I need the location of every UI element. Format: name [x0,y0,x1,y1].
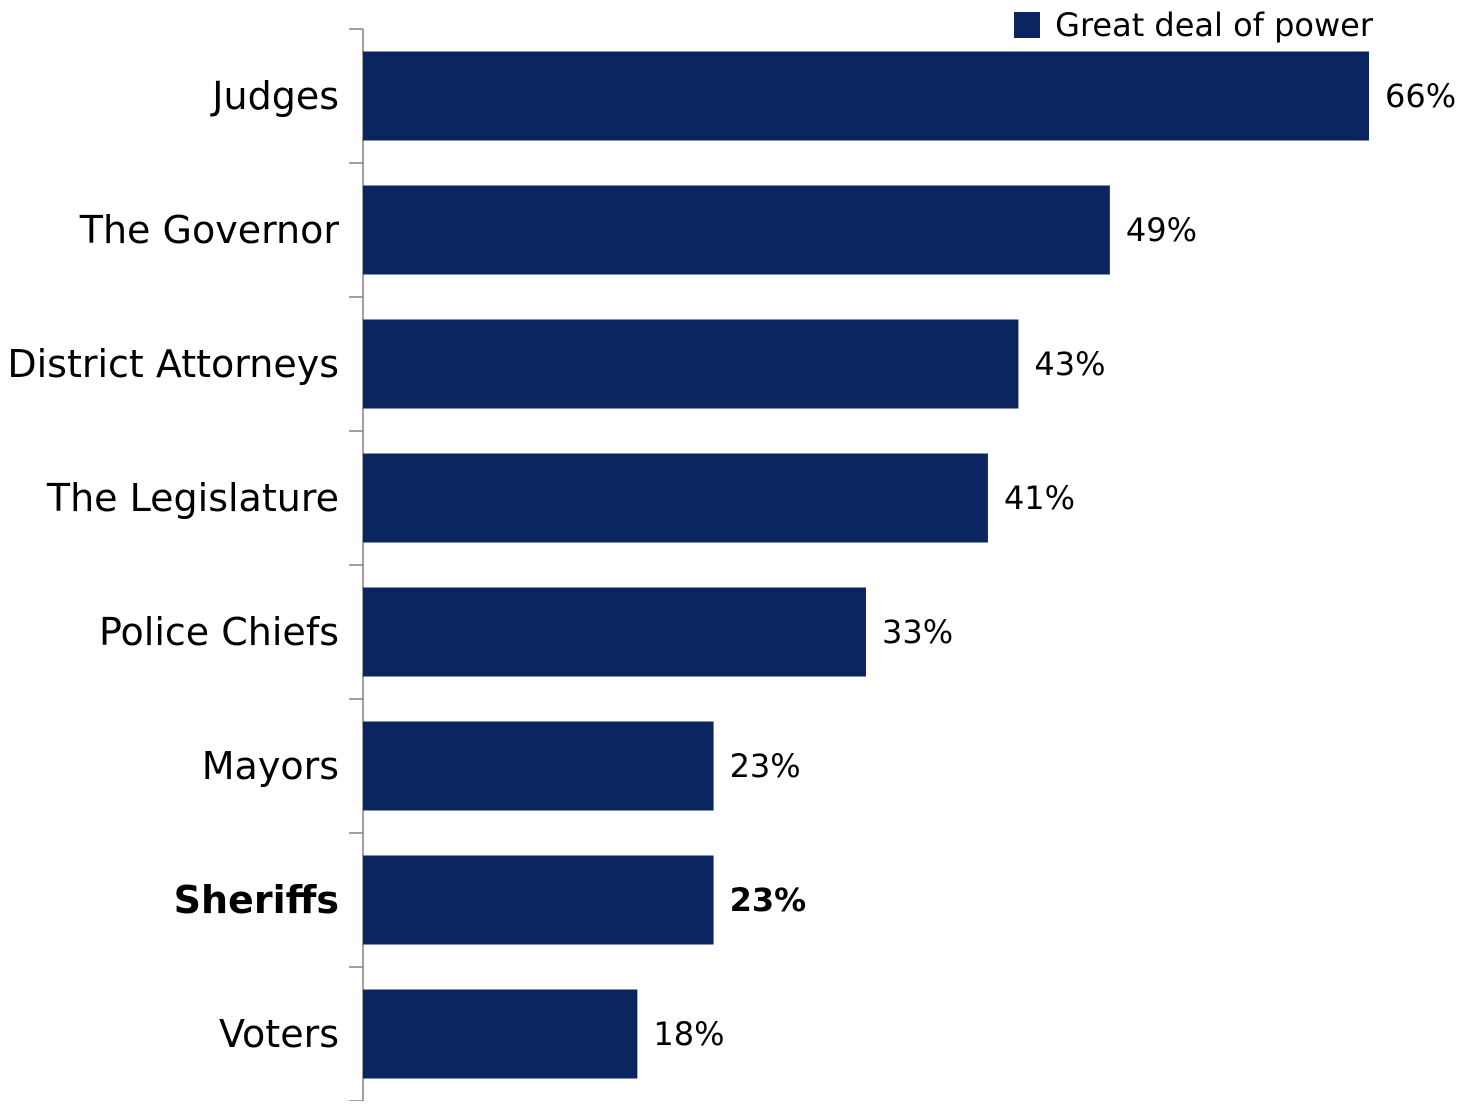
bar-district-attorneys [363,319,1019,409]
legend: Great deal of power [1014,6,1374,44]
category-label: Mayors [202,744,339,788]
bar-the-legislature [363,453,988,543]
bar-the-governor [363,185,1110,275]
value-label: 43% [1034,345,1105,383]
value-label: 23% [730,747,801,785]
category-label: Sheriffs [174,878,339,922]
axis-layer [349,28,364,1102]
category-label: Voters [219,1012,339,1056]
category-label: Judges [210,74,339,118]
legend-swatch [1014,12,1040,38]
bar-mayors [363,721,714,811]
bars-layer [363,51,1369,1079]
value-label: 41% [1004,479,1075,517]
category-label: The Governor [79,208,340,252]
value-label: 33% [882,613,953,651]
category-label: Police Chiefs [99,610,339,654]
value-label: 23% [730,881,807,919]
labels-layer: Judges 66% The Governor 49% District Attorne… [7,74,1456,1056]
bar-judges [363,51,1369,141]
category-label: The Legislature [46,476,339,520]
value-label: 49% [1126,211,1197,249]
bar-sheriffs [363,855,714,945]
value-label: 18% [653,1015,724,1053]
bar-police-chiefs [363,587,866,677]
bar-voters [363,989,638,1079]
legend-label: Great deal of power [1055,6,1374,44]
value-label: 66% [1385,77,1456,115]
category-label: District Attorneys [7,342,339,386]
